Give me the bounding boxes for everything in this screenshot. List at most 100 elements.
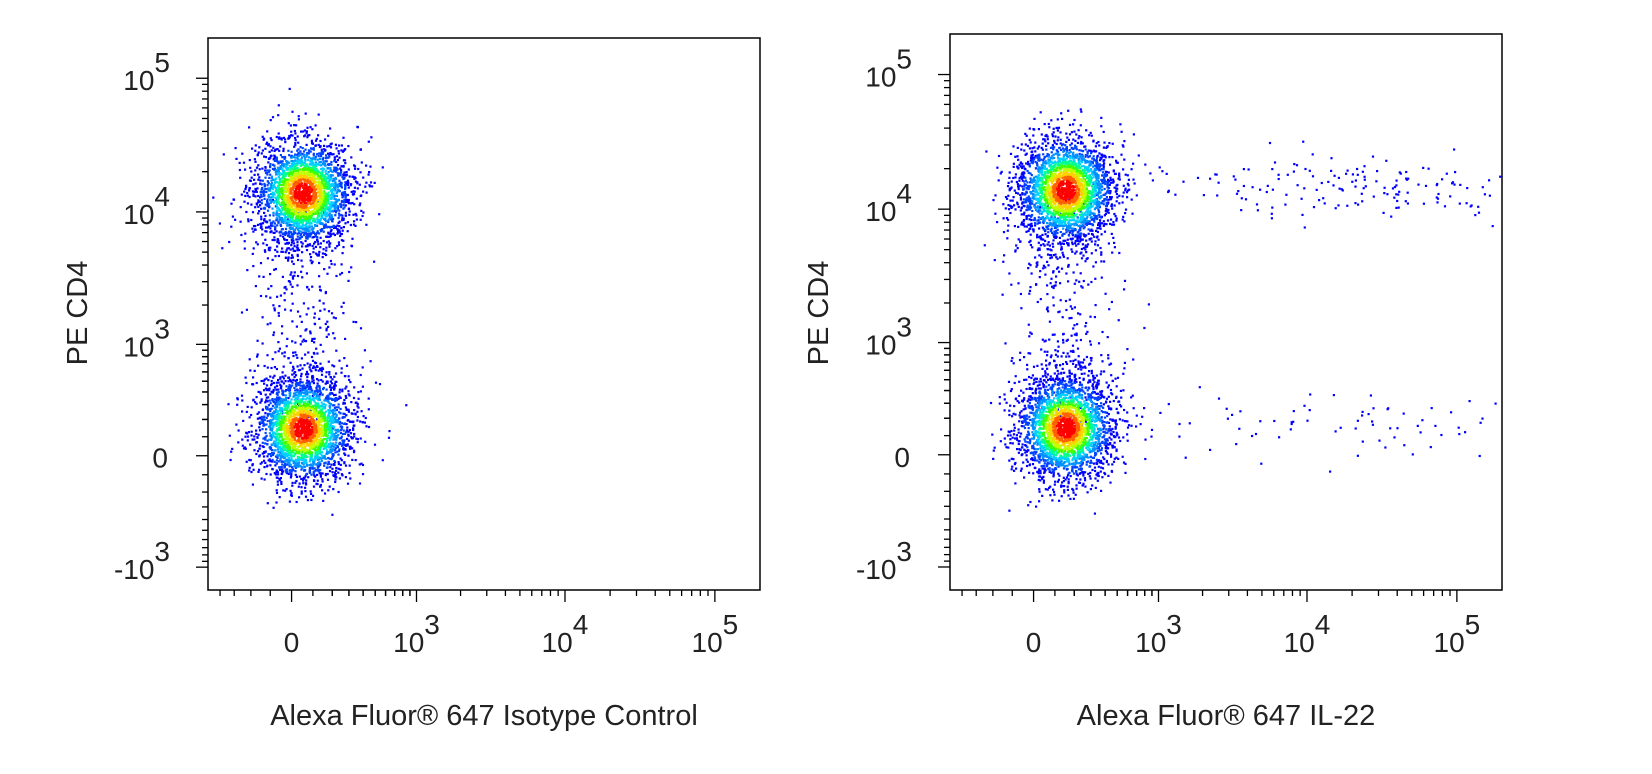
data-point — [317, 406, 320, 409]
data-point — [301, 147, 304, 150]
data-point — [256, 243, 259, 246]
data-point — [314, 455, 317, 458]
data-point — [269, 246, 272, 249]
data-point — [329, 218, 332, 221]
data-point — [328, 470, 332, 473]
data-point — [325, 235, 328, 238]
data-point — [248, 187, 251, 190]
data-point — [256, 417, 259, 420]
data-point — [348, 420, 351, 423]
data-point — [275, 367, 278, 371]
data-point — [358, 204, 361, 207]
data-point — [369, 181, 373, 184]
data-point — [320, 150, 323, 153]
data-point — [298, 208, 301, 211]
data-point — [278, 191, 281, 194]
data-point — [324, 213, 327, 216]
data-point — [373, 260, 376, 263]
data-point — [325, 437, 328, 441]
data-point — [269, 198, 272, 202]
data-point — [294, 163, 297, 166]
data-point — [328, 420, 331, 423]
data-point — [314, 224, 317, 227]
data-point — [298, 382, 301, 385]
data-point — [338, 411, 341, 414]
data-point — [319, 219, 322, 222]
data-point — [270, 436, 273, 439]
data-point — [356, 402, 359, 405]
data-point — [315, 393, 318, 396]
data-point — [318, 386, 321, 389]
data-point — [292, 223, 295, 226]
data-point — [348, 464, 351, 467]
data-point — [339, 407, 342, 411]
data-point — [334, 317, 337, 320]
data-point — [282, 470, 285, 473]
data-point — [331, 204, 334, 207]
data-point — [288, 200, 291, 203]
data-point — [310, 387, 313, 390]
data-point — [332, 217, 335, 220]
data-point — [285, 160, 288, 163]
data-point — [304, 148, 307, 151]
data-point — [321, 216, 324, 219]
data-point — [316, 441, 319, 444]
data-point — [367, 140, 370, 143]
data-point — [289, 248, 292, 251]
data-point — [280, 216, 283, 220]
data-point — [295, 124, 298, 127]
data-point — [269, 393, 272, 396]
data-point — [262, 379, 265, 382]
data-point — [276, 412, 279, 415]
data-point — [258, 146, 261, 149]
data-point — [296, 149, 299, 152]
data-point — [290, 190, 293, 193]
data-point — [294, 379, 297, 382]
data-point — [310, 391, 313, 394]
data-point — [281, 375, 284, 378]
data-point — [314, 457, 317, 460]
data-point — [320, 401, 323, 404]
data-point — [314, 201, 317, 204]
data-point — [342, 207, 345, 210]
data-point — [241, 399, 244, 402]
data-point — [313, 408, 316, 411]
data-point — [316, 153, 319, 156]
data-point — [281, 160, 284, 163]
data-point — [308, 466, 311, 470]
data-point — [282, 175, 285, 178]
data-point — [302, 227, 305, 230]
data-point — [263, 189, 266, 193]
data-point — [319, 443, 322, 447]
data-point — [273, 155, 277, 158]
data-point — [341, 390, 344, 393]
data-point — [288, 425, 291, 428]
data-point — [289, 459, 292, 462]
data-point — [263, 364, 266, 368]
data-point — [282, 187, 285, 190]
data-point — [303, 468, 306, 472]
data-point — [286, 187, 289, 190]
data-point — [285, 455, 288, 458]
data-point — [312, 460, 315, 463]
data-point — [325, 397, 328, 400]
data-point — [344, 222, 347, 225]
data-point — [315, 198, 318, 201]
data-point — [299, 387, 302, 390]
data-point — [353, 220, 356, 223]
data-point — [347, 454, 350, 457]
data-point — [329, 384, 332, 387]
data-point — [271, 258, 274, 261]
data-point — [323, 420, 326, 423]
data-point — [268, 413, 271, 416]
data-point — [332, 408, 335, 412]
data-point — [270, 379, 273, 383]
data-point — [261, 441, 264, 444]
data-point — [283, 171, 286, 174]
data-point — [301, 395, 304, 398]
data-point — [340, 205, 343, 208]
data-point — [266, 406, 269, 409]
data-point — [341, 219, 344, 222]
data-point — [309, 150, 312, 153]
data-point — [335, 160, 338, 164]
